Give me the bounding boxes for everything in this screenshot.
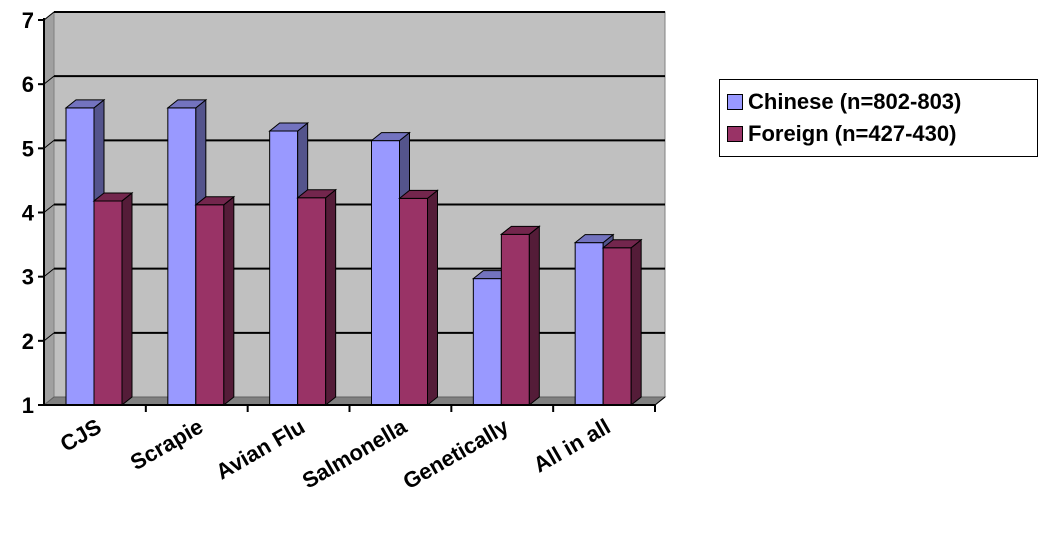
bar-foreign-scrapie (194, 195, 236, 407)
bar-chinese-genetically-front (472, 278, 502, 406)
x-axis-categories: CJS Scrapie Avian FluSalmonellaGenetically… (56, 405, 656, 494)
bar-chinese-cjs-front (65, 107, 95, 406)
x-category-label-genetically: Genetically (399, 413, 514, 494)
gridline-side (43, 139, 55, 149)
gridline-side (43, 332, 55, 342)
x-axis-depth-edge (654, 396, 666, 406)
bar-foreign-cjs-side (121, 191, 133, 407)
bar-foreign-scrapie-top (194, 196, 236, 206)
bar-foreign-avian-flu-side (325, 188, 337, 407)
bar-chinese-all-in-all-top (573, 234, 615, 244)
bar-chinese-cjs-top (64, 99, 106, 109)
legend-swatch-foreign (727, 126, 743, 142)
bar-foreign-avian-flu-front (297, 197, 327, 406)
legend-item-chinese: Chinese (n=802-803) (727, 86, 1037, 118)
bar-foreign-cjs-top (92, 192, 134, 202)
bar-foreign-scrapie-side (223, 195, 235, 407)
bar-foreign-salmonella-side (427, 189, 438, 407)
y-tick-label: 6 (22, 72, 34, 97)
legend-label-chinese: Chinese (n=802-803) (748, 89, 962, 114)
bar-foreign-genetically (499, 225, 541, 407)
y-axis-ticks: 1 2 3 4 5 6 7 (22, 8, 44, 418)
bar-foreign-all-in-all-side (630, 238, 642, 407)
bar-foreign-genetically-side (528, 225, 540, 407)
bar-foreign-cjs-front (93, 200, 123, 406)
gridline-side (43, 268, 55, 278)
chart-legend: Chinese (n=802-803) Foreign (n=427-430) (719, 79, 1038, 157)
gridline-side (43, 75, 55, 85)
plot-floor (42, 396, 667, 406)
bar-chinese-scrapie-top (166, 99, 208, 109)
x-category-label-salmonella: Salmonella (298, 413, 412, 493)
bar-chinese-salmonella-top (370, 132, 411, 142)
x-category-label-avian-flu: Avian Flu (212, 414, 310, 485)
bar-foreign-avian-flu-top (296, 189, 338, 199)
bar-chinese-avian-flu-top (268, 122, 310, 132)
gridline-side (43, 11, 55, 21)
bar-foreign-cjs (92, 191, 134, 407)
bar-foreign-all-in-all-front (602, 247, 632, 406)
y-tick-label: 5 (22, 136, 34, 161)
bar-foreign-all-in-all-top (601, 239, 643, 249)
bar-foreign-salmonella-front (399, 197, 428, 406)
bar-chinese-avian-flu-front (269, 130, 299, 406)
bar-chinese-all-in-all-front (574, 242, 604, 406)
bar-foreign-scrapie-front (195, 204, 225, 406)
gridline-side (43, 204, 55, 213)
bar-foreign-avian-flu (296, 188, 338, 407)
bar-foreign-salmonella (398, 189, 439, 407)
bar-foreign-genetically-top (499, 225, 541, 235)
bar-chinese-salmonella-front (371, 140, 400, 406)
y-tick-label: 4 (22, 201, 35, 226)
y-tick-label: 7 (22, 8, 34, 33)
bar-foreign-salmonella-top (398, 189, 439, 199)
x-category-label-cjs: CJS (56, 414, 106, 457)
bar-chinese-scrapie-front (167, 107, 197, 406)
legend-item-foreign: Foreign (n=427-430) (727, 118, 1037, 150)
legend-swatch-chinese (727, 94, 743, 110)
y-tick-label: 2 (22, 329, 34, 354)
x-category-label-all-in-all: All in all (529, 414, 615, 478)
legend-label-foreign: Foreign (n=427-430) (748, 121, 957, 146)
y-tick-label: 1 (22, 393, 34, 418)
x-category-label-scrapie: Scrapie (126, 414, 207, 475)
plot-area (42, 10, 667, 407)
bar-foreign-all-in-all (601, 238, 643, 407)
bar-foreign-genetically-front (500, 233, 530, 406)
y-tick-label: 3 (22, 265, 34, 290)
